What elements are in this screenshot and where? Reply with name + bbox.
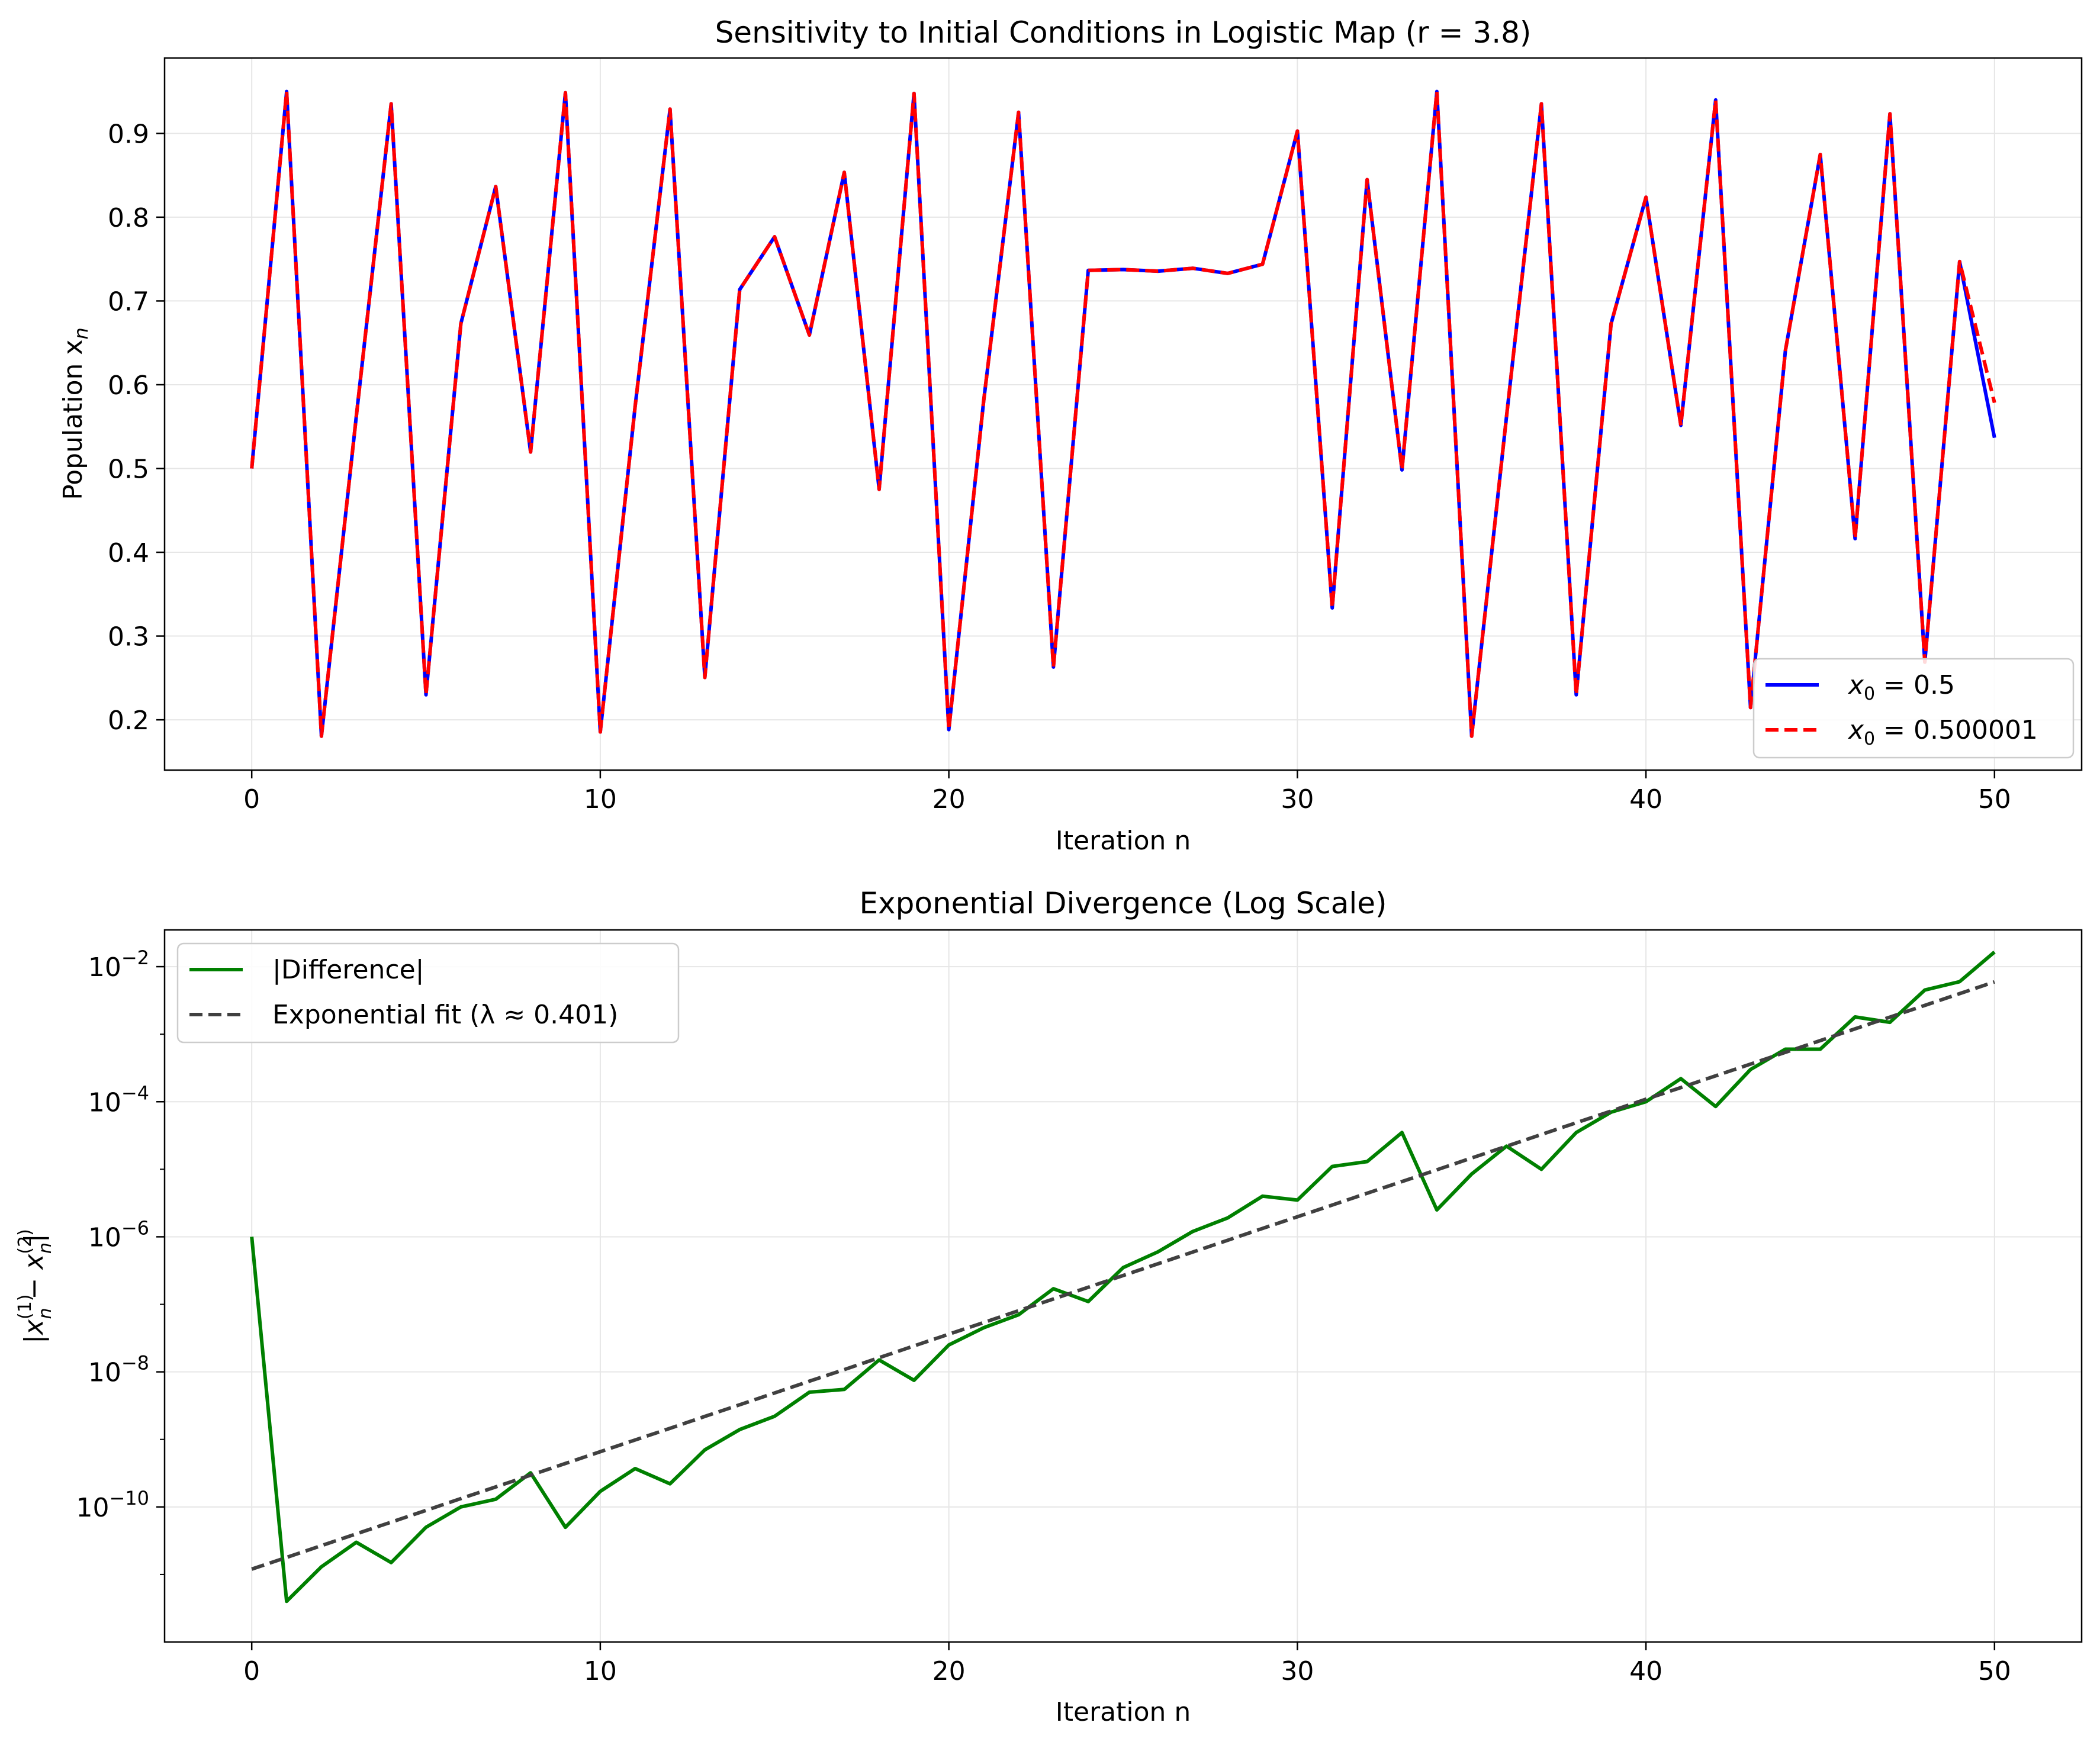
bottom-x-ticks: 0 10 20 30 40 50 <box>243 1642 2011 1686</box>
bottom-x-axis-label: Iteration n <box>1056 1697 1191 1727</box>
x-tick-label: 10 <box>584 1656 617 1686</box>
x-tick-label: 20 <box>932 1656 966 1686</box>
top-y-axis-label-main: Population x <box>58 340 88 500</box>
top-legend-box <box>1752 658 2075 759</box>
x-tick-label: 30 <box>1281 1656 1314 1686</box>
legend-label-series-b: x0 = 0.500001 <box>1847 715 2038 749</box>
x-tick-label: 50 <box>1978 784 2011 814</box>
top-grid <box>165 58 2082 770</box>
y-tick-label: 10−10 <box>76 1487 149 1523</box>
y-tick-label: 0.3 <box>108 622 149 652</box>
bottom-legend-box <box>176 942 680 1044</box>
y-tick-label: 0.5 <box>108 454 149 484</box>
legend-label-series-a: x0 = 0.5 <box>1847 670 1955 704</box>
x-tick-label: 40 <box>1629 1656 1662 1686</box>
series-line-difference <box>250 951 1996 1604</box>
bottom-series-lines <box>250 951 1996 1604</box>
top-chart-title: Sensitivity to Initial Conditions in Log… <box>715 15 1532 50</box>
legend-label-exponential-fit: Exponential fit (λ ≈ 0.401) <box>272 1000 618 1030</box>
bottom-grid <box>165 930 2082 1642</box>
bottom-y-axis-label: |x(1)n − x(2)n| <box>15 1229 56 1344</box>
x-tick-label: 0 <box>243 784 260 814</box>
legend-a-sub: 0 <box>1864 684 1875 704</box>
x-tick-label: 30 <box>1281 784 1314 814</box>
legend-b-main: x <box>1847 715 1864 745</box>
y-tick-label: 0.4 <box>108 538 149 568</box>
y-tick-label: 10−8 <box>88 1352 149 1388</box>
y-tick-label: 0.9 <box>108 119 149 149</box>
legend-label-difference: |Difference| <box>272 955 424 985</box>
x-tick-label: 40 <box>1629 784 1662 814</box>
legend-b-rest: = 0.500001 <box>1875 715 2038 745</box>
bottom-chart-title: Exponential Divergence (Log Scale) <box>859 886 1387 920</box>
y-tick-label: 10−2 <box>88 946 149 983</box>
series-line-exponential-fit-0-401 <box>251 980 1995 1571</box>
top-legend: x0 = 0.5 x0 = 0.500001 <box>1752 658 2075 759</box>
y-tick-label: 0.8 <box>108 203 149 233</box>
bottom-y-ticks: 10−10 10−8 10−6 10−4 10−2 <box>76 946 165 1575</box>
top-y-ticks: 0.2 0.3 0.4 0.5 0.6 0.7 0.8 0.9 <box>108 119 165 736</box>
bottom-chart-panel: 0 10 20 30 40 50 10−10 10−8 10−6 10−4 10−2 Expone… <box>15 886 2083 1727</box>
y-tick-label: 0.6 <box>108 371 149 401</box>
bottom-axes-frame <box>163 929 2083 1643</box>
y-tick-label: 0.2 <box>108 706 149 736</box>
top-y-axis-label-sub: n <box>70 327 92 339</box>
top-x-ticks: 0 10 20 30 40 50 <box>243 770 2011 814</box>
x-tick-label: 10 <box>584 784 617 814</box>
top-x-axis-label: Iteration n <box>1056 826 1191 856</box>
x-tick-label: 20 <box>932 784 966 814</box>
y-tick-label: 10−6 <box>88 1216 149 1253</box>
series-line-x0-0-500001 <box>250 89 1996 738</box>
top-series-lines <box>250 89 1996 738</box>
x-tick-label: 50 <box>1978 1656 2011 1686</box>
x-tick-label: 0 <box>243 1656 260 1686</box>
legend-a-main: x <box>1847 670 1864 700</box>
legend-a-rest: = 0.5 <box>1875 670 1955 700</box>
top-chart-panel: 0 10 20 30 40 50 0.2 0.3 0.4 0.5 0.6 0.7 0.8 0.9 Sen… <box>58 15 2083 856</box>
top-axes-frame <box>163 57 2083 771</box>
y-tick-label: 0.7 <box>108 286 149 317</box>
legend-b-sub: 0 <box>1864 729 1875 749</box>
bottom-legend: |Difference| Exponential fit (λ ≈ 0.401) <box>176 942 680 1044</box>
top-y-axis-label: Population xn <box>58 327 92 500</box>
y-tick-label: 10−4 <box>88 1081 149 1118</box>
